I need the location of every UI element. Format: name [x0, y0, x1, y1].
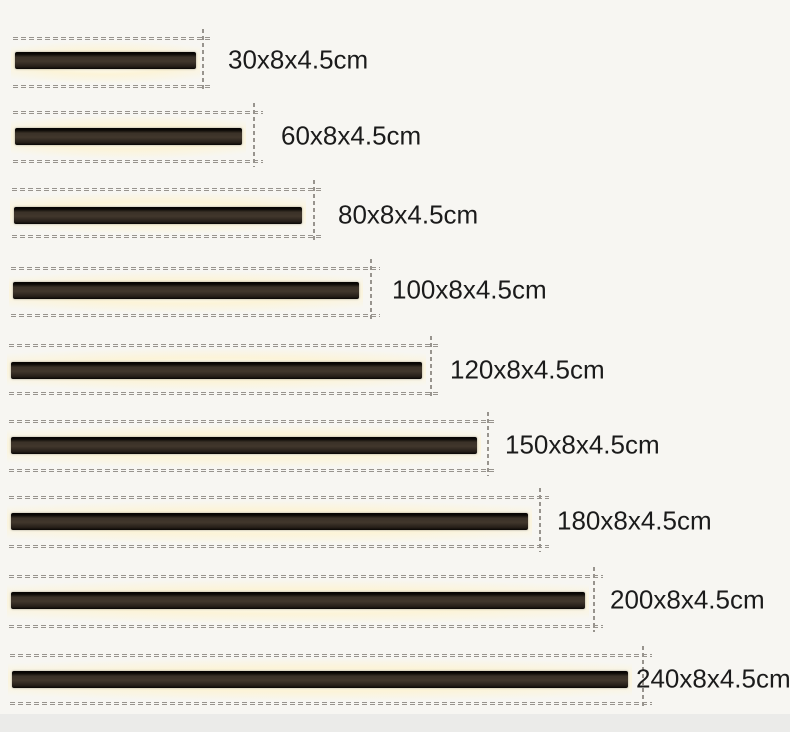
- dimension-dashed-line-top: [9, 575, 603, 578]
- dimension-dashed-line-bottom: [9, 625, 603, 628]
- dimension-dashed-line-bottom: [9, 392, 440, 395]
- dimension-dashed-line-end: [313, 180, 315, 242]
- lamp-bar: [15, 52, 196, 69]
- dimension-dashed-line-top: [13, 111, 263, 114]
- lamp-bar: [13, 282, 359, 299]
- lamp-light-glow: [7, 423, 481, 469]
- dimension-dashed-line-top: [13, 37, 212, 40]
- dimension-dashed-line-end: [539, 488, 541, 552]
- lamp-bar: [15, 128, 242, 145]
- lamp-bar: [14, 207, 302, 224]
- dimension-dashed-line-top: [9, 344, 440, 347]
- size-label: 150x8x4.5cm: [505, 429, 660, 460]
- dimension-dashed-line-bottom: [12, 235, 323, 238]
- dimension-dashed-line-top: [11, 267, 380, 270]
- lamp-light-glow: [11, 114, 246, 160]
- size-label: 30x8x4.5cm: [228, 44, 369, 75]
- lamp-bar: [12, 671, 628, 688]
- lamp-light-glow: [9, 270, 363, 314]
- lamp-bar: [11, 592, 585, 609]
- dimension-dashed-line-bottom: [10, 702, 652, 705]
- dimension-dashed-line-bottom: [13, 160, 263, 163]
- lamp-light-glow: [7, 347, 426, 392]
- dimension-dashed-line-end: [253, 103, 255, 167]
- lamp-light-glow: [8, 657, 632, 702]
- lamp-bar: [11, 437, 477, 454]
- dimension-dashed-line-end: [487, 412, 489, 476]
- size-label: 200x8x4.5cm: [610, 584, 765, 615]
- dimension-dashed-line-bottom: [11, 314, 380, 317]
- lamp-light-glow: [7, 578, 589, 625]
- dimension-dashed-line-top: [10, 654, 652, 657]
- dimension-dashed-line-end: [642, 646, 644, 709]
- dimension-dashed-line-top: [9, 496, 549, 499]
- dimension-dashed-line-end: [593, 567, 595, 632]
- dimension-dashed-line-top: [12, 188, 323, 191]
- size-label: 100x8x4.5cm: [392, 274, 547, 305]
- dimension-dashed-line-bottom: [9, 545, 549, 548]
- size-label: 60x8x4.5cm: [281, 120, 422, 151]
- lamp-bar: [11, 362, 422, 379]
- dimension-dashed-line-end: [202, 29, 204, 92]
- lamp-bar: [11, 513, 528, 530]
- size-label: 180x8x4.5cm: [557, 505, 712, 536]
- dimension-dashed-line-top: [9, 420, 497, 423]
- dimension-dashed-line-end: [370, 259, 372, 321]
- size-label: 80x8x4.5cm: [338, 199, 479, 230]
- size-label: 240x8x4.5cm: [636, 663, 790, 694]
- footer-strip: [0, 714, 790, 732]
- dimension-dashed-line-bottom: [9, 469, 497, 472]
- dimension-dashed-line-bottom: [13, 85, 212, 88]
- lamp-light-glow: [11, 40, 200, 85]
- lamp-light-glow: [7, 499, 532, 545]
- dimension-dashed-line-end: [430, 336, 432, 399]
- size-label: 120x8x4.5cm: [450, 354, 605, 385]
- lamp-light-glow: [10, 191, 306, 235]
